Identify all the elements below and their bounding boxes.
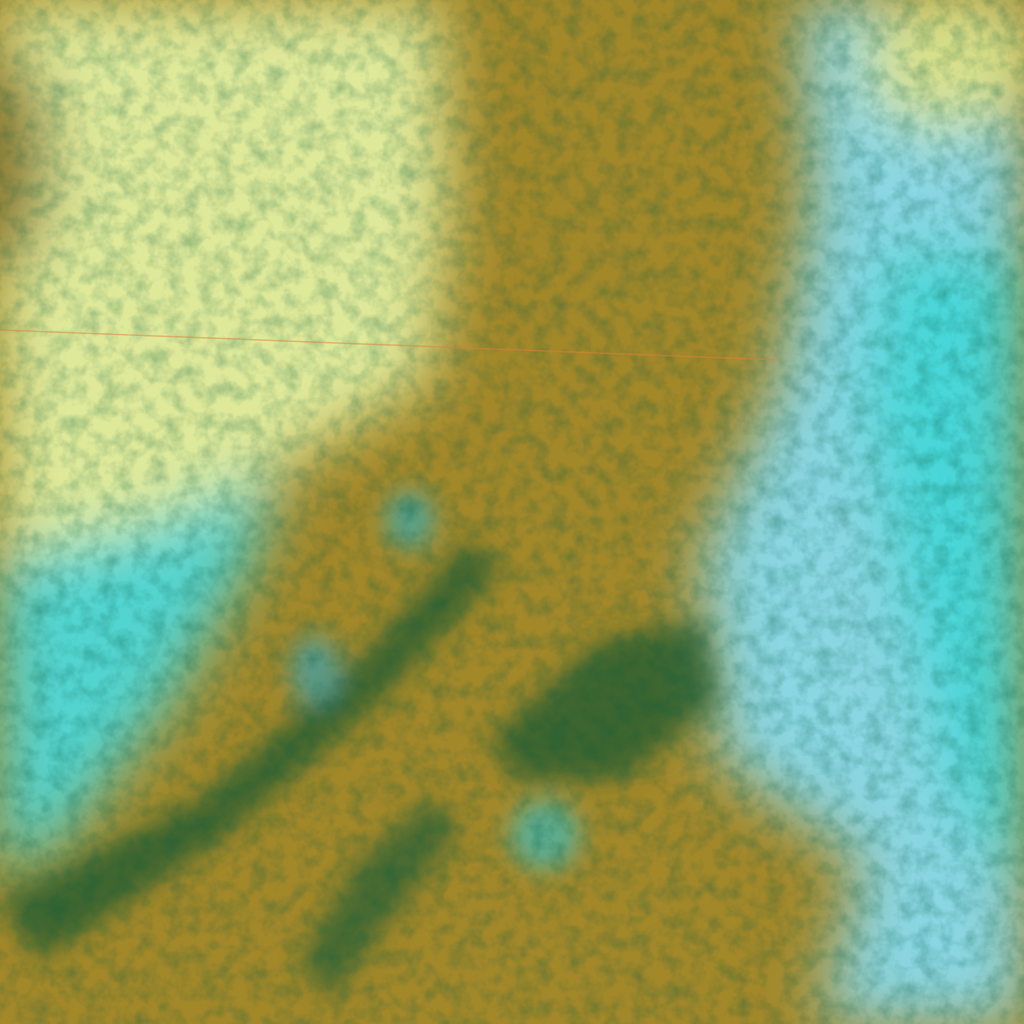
scan-line: [0, 329, 781, 361]
